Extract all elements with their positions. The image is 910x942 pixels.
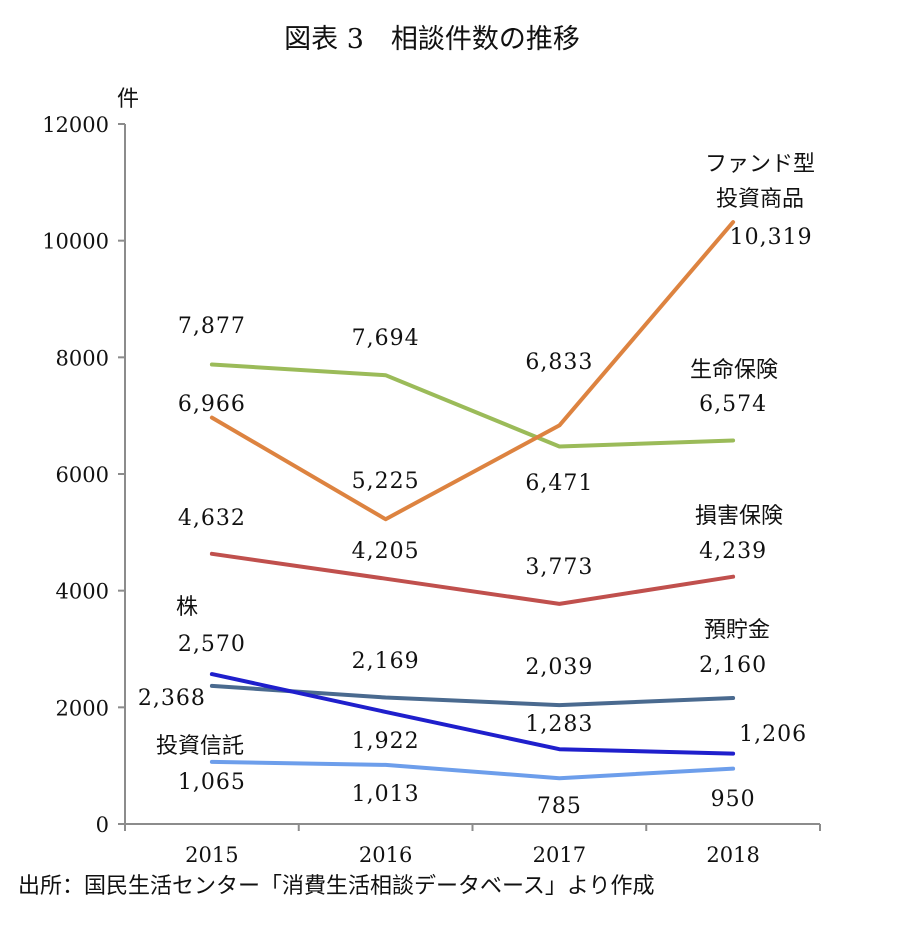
data-label: 7,877 — [178, 314, 246, 339]
y-tick-label: 6000 — [56, 463, 109, 487]
data-label: 10,319 — [730, 225, 813, 250]
series-line — [209, 683, 736, 708]
x-tick-label: 2018 — [706, 843, 759, 867]
y-tick-label: 4000 — [56, 580, 109, 604]
data-label: 950 — [711, 787, 756, 812]
data-label: 785 — [537, 794, 582, 819]
data-label: 4,205 — [352, 539, 420, 564]
series-line — [209, 672, 736, 756]
series-name-label: 株 — [176, 595, 198, 620]
data-label: 1,065 — [178, 770, 246, 795]
x-tick-label: 2015 — [185, 843, 238, 867]
data-label: 1,013 — [352, 782, 420, 807]
series-name-label: 預貯金 — [704, 618, 770, 643]
data-label: 1,283 — [525, 712, 593, 737]
axes: 0 2000 4000 6000 8000 10000 12000 2015 2016 2017 2… — [42, 113, 821, 867]
series-line — [209, 220, 736, 522]
data-label: 1,206 — [739, 722, 807, 747]
source-note: 出所：国民生活センター「消費生活相談データベース」より作成 — [18, 874, 654, 899]
data-label: 2,039 — [525, 655, 593, 680]
y-tick-label: 8000 — [56, 346, 109, 370]
series-name-label: ファンド型 — [705, 152, 815, 177]
y-tick-label: 10000 — [42, 230, 109, 254]
series-line — [209, 759, 736, 781]
series-lines — [209, 220, 736, 781]
data-label: 6,966 — [178, 392, 246, 417]
data-label: 2,160 — [699, 653, 767, 678]
data-label: 6,833 — [525, 350, 593, 375]
data-label: 6,471 — [525, 471, 593, 496]
data-label: 6,574 — [699, 392, 767, 417]
y-axis-label: 件 — [117, 87, 139, 112]
series-line — [209, 362, 736, 449]
series-name-label: 投資商品 — [716, 187, 804, 212]
data-label: 4,239 — [699, 539, 767, 564]
y-tick-label: 12000 — [42, 113, 109, 137]
series-name-label: 生命保険 — [690, 358, 778, 383]
series-name-label: 投資信託 — [156, 734, 244, 759]
series-line — [209, 551, 736, 606]
y-tick-label: 2000 — [56, 696, 109, 720]
x-tick-label: 2017 — [533, 843, 586, 867]
data-label: 2,570 — [178, 632, 246, 657]
chart-title: 図表 3 相談件数の推移 — [284, 24, 580, 55]
data-labels: 7,877 7,694 6,471 6,574 6,966 5,225 6,833 10,31… — [138, 152, 815, 819]
data-label: 5,225 — [352, 469, 420, 494]
data-label: 7,694 — [352, 326, 420, 351]
data-label: 4,632 — [178, 506, 246, 531]
x-tick-label: 2016 — [359, 843, 412, 867]
data-label: 2,368 — [138, 686, 206, 711]
data-label: 2,169 — [352, 649, 420, 674]
series-name-label: 損害保険 — [695, 504, 783, 529]
data-label: 3,773 — [525, 555, 593, 580]
y-tick-label: 0 — [96, 813, 109, 837]
data-label: 1,922 — [352, 729, 420, 754]
